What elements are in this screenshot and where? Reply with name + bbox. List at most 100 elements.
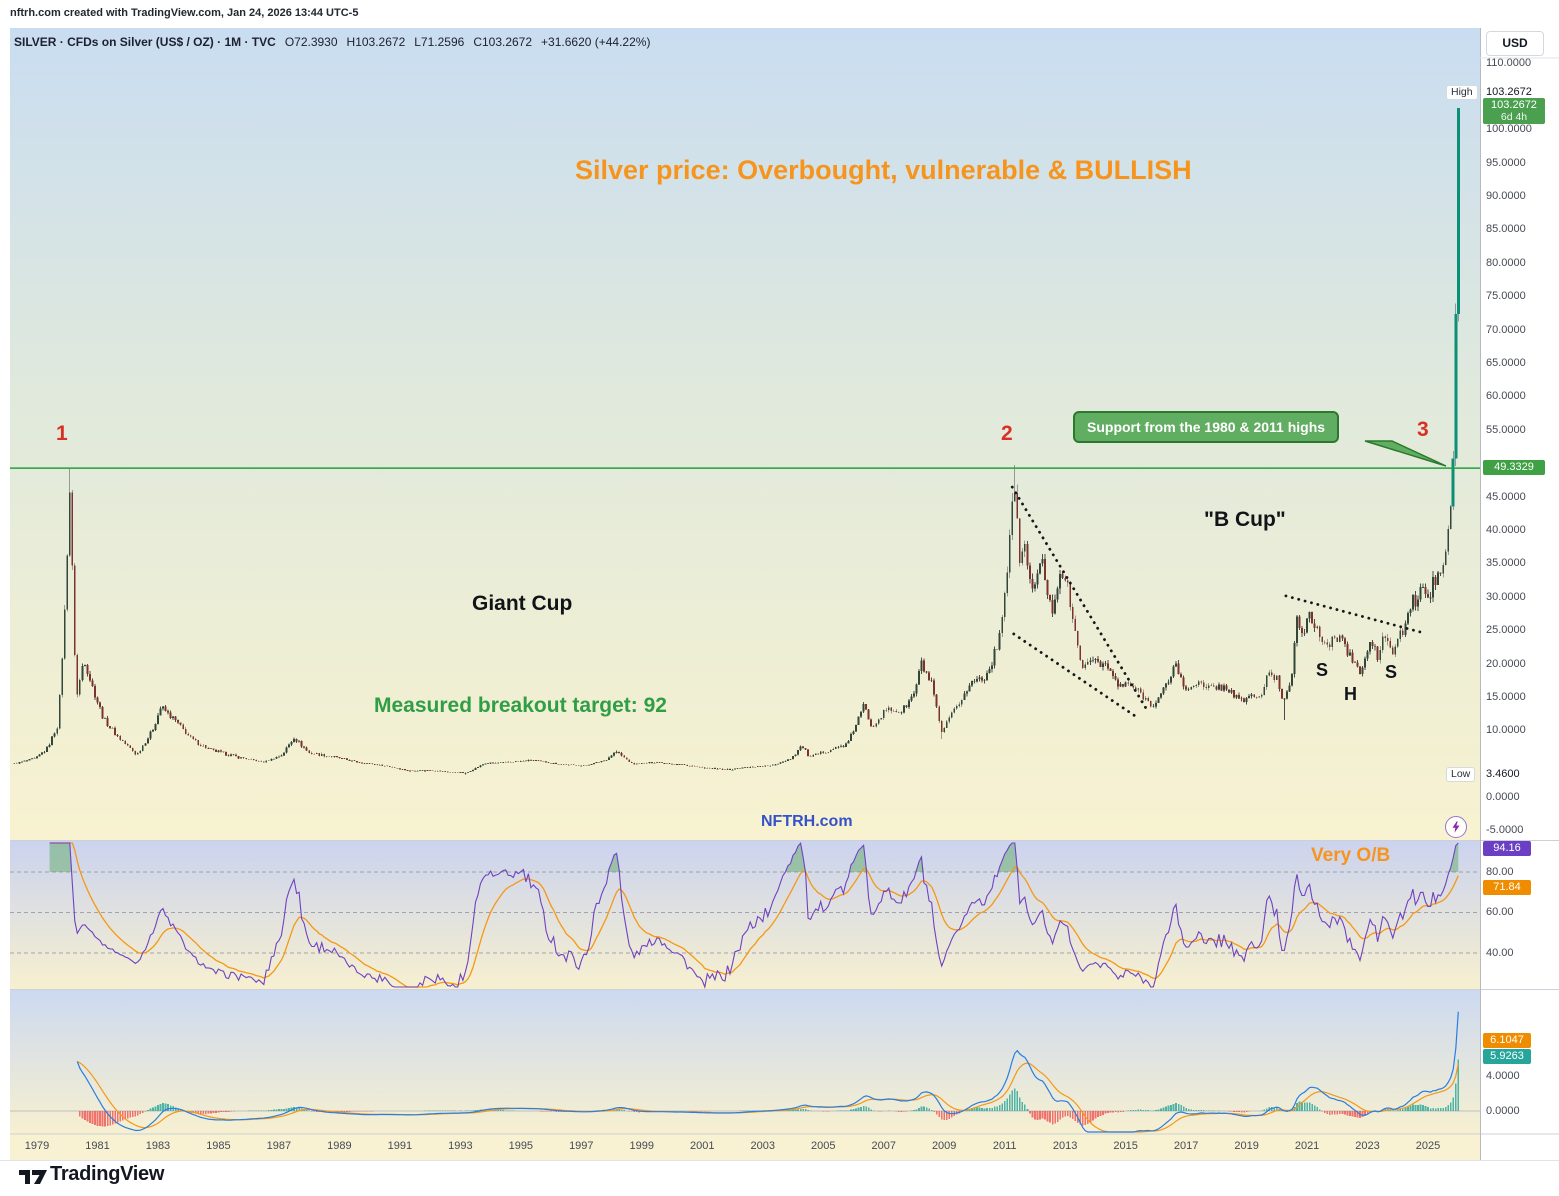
price-axis-tick: 35.0000 <box>1486 557 1526 570</box>
price-axis-tick: 60.0000 <box>1486 390 1526 403</box>
lightning-icon <box>1452 821 1460 833</box>
high-marker-chip: High <box>1446 85 1478 100</box>
annotation-right-shoulder[interactable]: S <box>1385 662 1398 682</box>
price-axis-tick: 40.0000 <box>1486 523 1526 536</box>
nftrh-watermark: NFTRH.com <box>761 813 853 830</box>
rsi-ma-badge: 71.84 <box>1483 880 1531 895</box>
dotted-trendline <box>1284 594 1427 635</box>
time-axis-year-label: 2023 <box>1355 1140 1380 1152</box>
ohlc-change: +31.6620 (+44.22%) <box>541 35 651 49</box>
price-axis-tick: 10.0000 <box>1486 724 1526 737</box>
price-axis-tick: -5.0000 <box>1486 824 1524 837</box>
time-axis-year-label: 2007 <box>871 1140 896 1152</box>
support-callout[interactable]: Support from the 1980 & 2011 highs <box>1073 411 1340 443</box>
price-axis-tick: 70.0000 <box>1486 323 1526 336</box>
peak-label-2[interactable]: 2 <box>1001 422 1013 445</box>
low-marker-chip: Low <box>1446 767 1476 782</box>
macd-plot <box>10 1011 1480 1133</box>
price-axis-tick: 100.0000 <box>1486 123 1532 136</box>
price-axis-tick: 85.0000 <box>1486 223 1526 236</box>
time-axis-year-label: 1983 <box>145 1140 171 1152</box>
annotation-breakout-target[interactable]: Measured breakout target: 92 <box>374 694 667 717</box>
dotted-trendline <box>1010 485 1150 714</box>
time-axis-year-label: 1993 <box>448 1140 473 1152</box>
macd-axis-tick: 0.0000 <box>1486 1104 1520 1117</box>
price-axis-tick: 0.0000 <box>1486 791 1520 804</box>
low-marker-value: 3.4600 <box>1486 768 1520 780</box>
price-axis-tick: 15.0000 <box>1486 690 1526 703</box>
annotation-title[interactable]: Silver price: Overbought, vulnerable & B… <box>575 155 1192 185</box>
price-axis-tick: 75.0000 <box>1486 290 1526 303</box>
rsi-value-badge: 94.16 <box>1483 841 1531 856</box>
ohlc-close: C103.2672 <box>473 35 533 49</box>
time-axis-year-label: 1987 <box>266 1140 292 1152</box>
callout-tail <box>1364 440 1447 467</box>
price-axis-tick: 90.0000 <box>1486 190 1526 203</box>
candlestick-series <box>13 108 1460 775</box>
high-marker-value: 103.2672 <box>1486 86 1532 98</box>
time-axis-year-label: 2017 <box>1173 1140 1199 1152</box>
time-axis-year-label: 2011 <box>992 1140 1017 1152</box>
time-axis-year-label: 1981 <box>85 1140 110 1152</box>
time-axis-year-label: 1997 <box>569 1140 594 1152</box>
rsi-axis-tick: 60.00 <box>1486 906 1514 918</box>
bar-countdown: 6d 4h <box>1500 111 1528 123</box>
time-axis-year-label: 2019 <box>1234 1140 1259 1152</box>
rsi-axis-tick: 40.00 <box>1486 946 1514 959</box>
tradingview-logo-text[interactable]: TradingView <box>50 1163 165 1185</box>
time-axis-year-label: 1989 <box>327 1140 352 1152</box>
peak-label-3[interactable]: 3 <box>1417 418 1429 441</box>
last-price-value: 103.2672 <box>1491 99 1537 111</box>
rsi-ma-line <box>49 842 1459 988</box>
rsi-plot <box>10 841 1480 990</box>
last-price-badge: 103.2672 6d 4h <box>1483 98 1545 124</box>
time-axis-year-label: 1979 <box>24 1140 50 1152</box>
annotation-very-overbought[interactable]: Very O/B <box>1311 845 1391 866</box>
rsi-axis-tick: 80.00 <box>1486 865 1514 878</box>
annotation-b-cup[interactable]: "B Cup" <box>1204 508 1286 531</box>
time-axis-year-label: 2009 <box>931 1140 957 1152</box>
price-axis-tick: 20.0000 <box>1486 657 1526 670</box>
time-axis-year-label: 2013 <box>1052 1140 1078 1152</box>
instant-trading-button[interactable] <box>1445 816 1467 838</box>
macd-value-badge: 6.1047 <box>1483 1033 1531 1048</box>
currency-toggle-button[interactable]: USD <box>1486 31 1544 56</box>
pane-backgrounds <box>10 28 1480 1160</box>
peak-label-1[interactable]: 1 <box>56 422 68 445</box>
ohlc-low: L71.2596 <box>414 35 465 49</box>
time-axis-year-label: 2003 <box>750 1140 775 1152</box>
pane-separators <box>10 28 1559 1160</box>
time-axis-year-label: 2021 <box>1294 1140 1320 1152</box>
time-axis-year-label: 1985 <box>206 1140 231 1152</box>
price-axis-tick: 25.0000 <box>1486 624 1526 637</box>
tradingview-logo-icon[interactable] <box>18 1166 48 1193</box>
time-axis-year-label: 1991 <box>387 1140 413 1152</box>
macd-value-badge: 5.9263 <box>1483 1049 1531 1064</box>
rsi-line <box>49 841 1459 990</box>
price-axis-tick: 45.0000 <box>1486 490 1526 503</box>
symbol-info-row[interactable]: SILVER · CFDs on Silver (US$ / OZ) · 1M … <box>14 35 650 49</box>
price-axis-tick: 30.0000 <box>1486 590 1526 603</box>
bottom-toolbar <box>0 1160 1559 1196</box>
time-axis-year-label: 2015 <box>1113 1140 1138 1152</box>
price-axis-tick: 110.0000 <box>1486 56 1532 69</box>
time-axis-year-label: 1995 <box>508 1140 534 1152</box>
dotted-trendline <box>1012 632 1141 721</box>
annotation-giant-cup[interactable]: Giant Cup <box>472 592 573 615</box>
price-axis-tick: 65.0000 <box>1486 357 1526 369</box>
annotation-head[interactable]: H <box>1344 684 1357 704</box>
drawing-layer <box>10 440 1480 721</box>
time-axis-year-label: 1999 <box>629 1140 655 1152</box>
price-axis-tick: 95.0000 <box>1486 156 1526 169</box>
time-axis-year-label: 2025 <box>1415 1140 1441 1152</box>
symbol-title[interactable]: SILVER · CFDs on Silver (US$ / OZ) · 1M … <box>14 35 276 49</box>
annotation-left-shoulder[interactable]: S <box>1316 660 1329 680</box>
creation-note: nftrh.com created with TradingView.com, … <box>10 7 359 19</box>
price-axis-tick: 80.0000 <box>1486 256 1526 269</box>
macd-line <box>76 1011 1459 1133</box>
ohlc-open: O72.3930 <box>284 35 338 49</box>
time-axis-year-label: 2001 <box>690 1140 715 1152</box>
macd-axis-tick: 4.0000 <box>1486 1070 1520 1083</box>
support-price-badge: 49.3329 <box>1483 460 1545 475</box>
